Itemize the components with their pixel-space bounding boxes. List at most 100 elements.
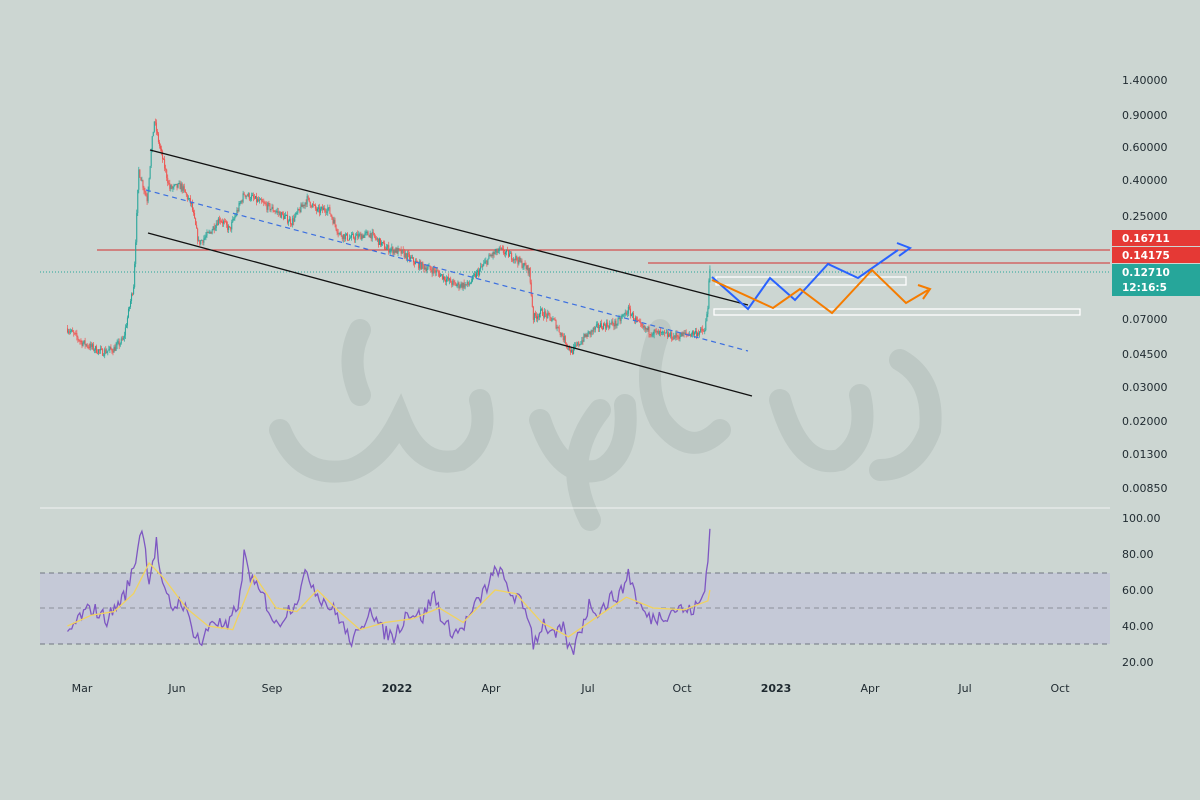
candle-body [67, 328, 69, 333]
candle-body [237, 210, 239, 211]
candle-body [551, 320, 553, 322]
candle-body [172, 187, 174, 189]
candle-body [253, 197, 255, 199]
candle-body [168, 183, 170, 184]
candle-body [369, 233, 371, 238]
candle-body [386, 247, 388, 250]
candle-body [627, 306, 629, 314]
candle-body [232, 219, 234, 223]
candle-body [296, 212, 298, 214]
candle-body [198, 239, 200, 241]
candle-body [670, 332, 672, 337]
candle-body [558, 327, 560, 333]
candle-body [180, 183, 182, 190]
y-tick: 0.25000 [1122, 210, 1168, 223]
candle-body [105, 349, 107, 354]
candle-body [673, 335, 675, 340]
candle-body [563, 336, 565, 341]
candle-body [603, 323, 605, 330]
candle-body [421, 262, 423, 270]
candle-body [448, 277, 450, 281]
candle-body [331, 215, 333, 219]
candle-body [79, 340, 81, 342]
candle-body [304, 202, 306, 206]
candle-body [667, 332, 669, 337]
candle-body [87, 346, 89, 348]
candle-body [504, 252, 506, 255]
candle-body [242, 193, 244, 202]
candle-body [470, 281, 472, 284]
y-tick: 0.04500 [1122, 348, 1168, 361]
candle-body [565, 343, 567, 346]
candle-body [556, 327, 558, 329]
candle-body [409, 257, 411, 260]
candle-body [524, 262, 526, 266]
candle-body [334, 219, 336, 225]
candle-body [410, 257, 412, 259]
candle-body [523, 262, 525, 267]
candle-body [640, 321, 642, 324]
candle-body [396, 248, 398, 254]
candle-body [605, 324, 607, 329]
candle-body [146, 196, 148, 202]
candle-body [534, 313, 536, 316]
candle-body [123, 335, 125, 338]
scenario-orange-arrowhead [917, 284, 932, 300]
candle-body [321, 207, 323, 209]
candle-body [140, 177, 142, 181]
candle-body [428, 265, 430, 267]
candle-body [318, 207, 320, 209]
price-tag-label: 12:16:5 [1122, 282, 1167, 294]
candle-body [406, 253, 408, 260]
candle-body [388, 245, 390, 253]
candle-body [662, 331, 664, 333]
candle-body [240, 200, 242, 204]
candle-body [277, 211, 279, 214]
candle-body [84, 340, 86, 346]
candle-body [570, 350, 572, 353]
candle-body [281, 212, 283, 215]
candle-body [366, 231, 368, 233]
candle-body [599, 323, 601, 328]
candle-body [381, 242, 383, 246]
candle-body [463, 282, 465, 288]
candle-body [350, 237, 352, 239]
candle-body [609, 323, 611, 328]
candle-body [472, 275, 474, 277]
candle-body [665, 332, 667, 334]
candle-body [707, 308, 709, 315]
target-zone-box-2 [713, 308, 1081, 316]
candle-body [510, 252, 512, 254]
candle-body [345, 233, 347, 235]
candle-body [222, 221, 224, 224]
candle-body [158, 142, 160, 146]
price-pane [40, 118, 1110, 397]
candle-body [260, 199, 262, 200]
candle-body [147, 189, 149, 202]
candle-body [259, 199, 261, 202]
candle-body [487, 258, 489, 265]
candle-body [88, 346, 90, 349]
candle-body [347, 239, 349, 241]
candle-body [298, 209, 300, 210]
candle-body [490, 255, 492, 257]
x-tick: Jul [580, 682, 594, 695]
candle-body [255, 196, 257, 199]
candle-body [403, 250, 405, 258]
candle-body [103, 355, 105, 357]
candle-body [442, 276, 444, 280]
candle-body [700, 328, 702, 332]
candle-body [118, 341, 120, 346]
candle-body [636, 317, 638, 320]
candle-body [195, 218, 197, 225]
candle-body [480, 266, 482, 270]
candle-body [622, 314, 624, 317]
candle-body [696, 331, 698, 337]
x-tick: Jul [957, 682, 971, 695]
candle-body [440, 274, 442, 276]
candle-body [681, 332, 683, 337]
channel-lower-line [147, 232, 753, 397]
candle-body [363, 234, 365, 238]
candle-body [378, 238, 380, 245]
channel-midline-dashed [145, 189, 749, 352]
